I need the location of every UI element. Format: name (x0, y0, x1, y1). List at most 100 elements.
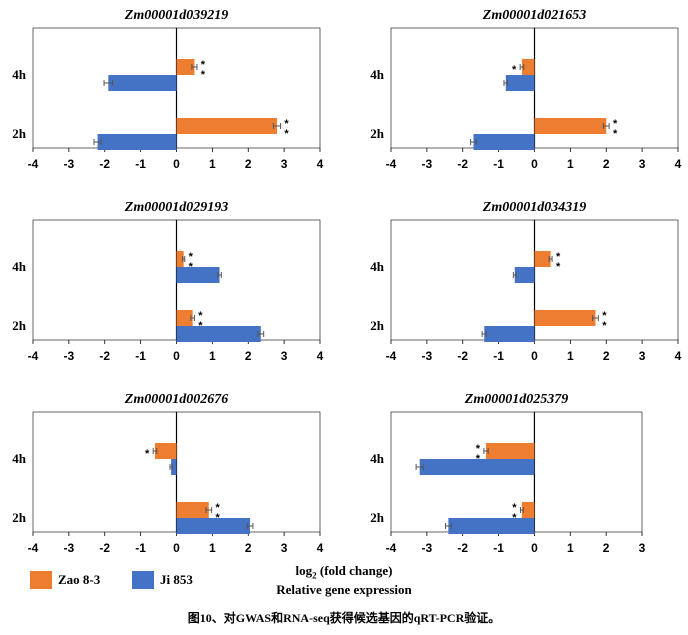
x-tick-label: 1 (567, 541, 574, 555)
x-tick-label: -1 (135, 157, 146, 171)
bar (176, 502, 209, 518)
x-axis-label-rest: (fold change) (316, 563, 393, 578)
x-tick-label: -2 (99, 157, 110, 171)
x-tick-label: -1 (493, 349, 504, 363)
chart-title: Zm00001d025379 (464, 392, 568, 407)
x-tick-label: -1 (135, 541, 146, 555)
x-tick-label: 3 (281, 349, 288, 363)
x-tick-label: -1 (135, 349, 146, 363)
x-tick-label: -4 (386, 541, 397, 555)
x-tick-label: 3 (281, 157, 288, 171)
x-axis-label-line2: Relative gene expression (276, 582, 412, 597)
chart-panel: Zm00001d021653-4 -3 -2 -1 0 1 2 3 44h *2h** (370, 8, 681, 171)
category-label: 2h (370, 510, 385, 525)
significance-mark: * (201, 69, 206, 81)
bar (97, 134, 177, 150)
legend-label-ji: Ji 853 (160, 572, 193, 587)
category-label: 2h (12, 510, 27, 525)
x-tick-label: -3 (64, 157, 75, 171)
x-tick-label: -2 (457, 157, 468, 171)
bar (521, 502, 535, 518)
x-tick-label: 1 (209, 349, 216, 363)
x-tick-label: 1 (209, 541, 216, 555)
significance-mark: * (602, 310, 607, 322)
bar (534, 251, 551, 267)
x-tick-label: 0 (173, 541, 180, 555)
bar (505, 75, 535, 91)
bar (176, 310, 193, 326)
x-tick-label: -1 (493, 157, 504, 171)
significance-mark: * (198, 310, 203, 322)
x-tick-label: 0 (531, 349, 538, 363)
x-tick-label: 3 (639, 541, 646, 555)
significance-mark: * (145, 448, 150, 460)
category-label: 4h (370, 259, 385, 274)
bar (448, 518, 535, 534)
x-tick-label: 4 (675, 157, 682, 171)
category-label: 4h (12, 67, 27, 82)
x-tick-label: -3 (64, 541, 75, 555)
chart-title: Zm00001d039219 (124, 8, 228, 23)
bar (108, 75, 177, 91)
significance-mark: * (284, 118, 289, 130)
x-tick-label: 2 (603, 157, 610, 171)
bar (534, 118, 607, 134)
x-axis-label: log2 (fold change) (0, 563, 688, 581)
bar (171, 459, 177, 475)
significance-mark: * (284, 128, 289, 140)
significance-mark: * (476, 443, 481, 455)
x-axis-label-log: log (295, 563, 313, 578)
x-tick-label: 2 (245, 157, 252, 171)
significance-mark: * (216, 502, 221, 514)
bar (484, 326, 535, 342)
x-tick-label: 1 (567, 157, 574, 171)
x-tick-label: -4 (386, 349, 397, 363)
x-tick-label: 2 (245, 349, 252, 363)
x-tick-label: -4 (28, 349, 39, 363)
x-tick-label: 0 (173, 157, 180, 171)
x-tick-label: 4 (317, 541, 324, 555)
x-tick-label: -3 (422, 157, 433, 171)
x-tick-label: 1 (209, 157, 216, 171)
bar (521, 59, 535, 75)
category-label: 4h (12, 451, 27, 466)
x-tick-label: 3 (281, 541, 288, 555)
category-label: 2h (370, 126, 385, 141)
x-tick-label: 2 (245, 541, 252, 555)
significance-mark: * (556, 251, 561, 263)
legend-swatch-zao (30, 571, 52, 589)
x-tick-label: -2 (457, 349, 468, 363)
chart-title: Zm00001d002676 (124, 392, 228, 407)
significance-mark: * (189, 251, 194, 263)
category-label: 4h (370, 67, 385, 82)
x-tick-label: -4 (28, 157, 39, 171)
chart-panel: Zm00001d034319-4 -3 -2 -1 0 1 2 3 44h**2h** (370, 200, 681, 363)
x-tick-label: 0 (531, 157, 538, 171)
bar (154, 443, 177, 459)
x-tick-label: 4 (675, 349, 682, 363)
figure-caption: 图10、对GWAS和RNA-seq获得候选基因的qRT-PCR验证。 (187, 611, 501, 625)
x-tick-label: 3 (639, 157, 646, 171)
chart-title: Zm00001d021653 (482, 8, 586, 23)
x-tick-label: 2 (603, 349, 610, 363)
x-tick-label: -3 (422, 349, 433, 363)
significance-mark: * (201, 59, 206, 71)
significance-mark: * (602, 320, 607, 332)
category-label: 2h (12, 126, 27, 141)
significance-mark: * (512, 64, 517, 76)
bar (514, 267, 535, 283)
x-tick-label: -4 (386, 157, 397, 171)
chart-title: Zm00001d029193 (124, 200, 228, 215)
bar (176, 267, 220, 283)
x-tick-label: -3 (422, 541, 433, 555)
category-label: 4h (370, 451, 385, 466)
x-tick-label: 1 (567, 349, 574, 363)
x-tick-label: -1 (493, 541, 504, 555)
x-tick-label: -2 (457, 541, 468, 555)
category-label: 2h (12, 318, 27, 333)
x-tick-label: -2 (99, 349, 110, 363)
